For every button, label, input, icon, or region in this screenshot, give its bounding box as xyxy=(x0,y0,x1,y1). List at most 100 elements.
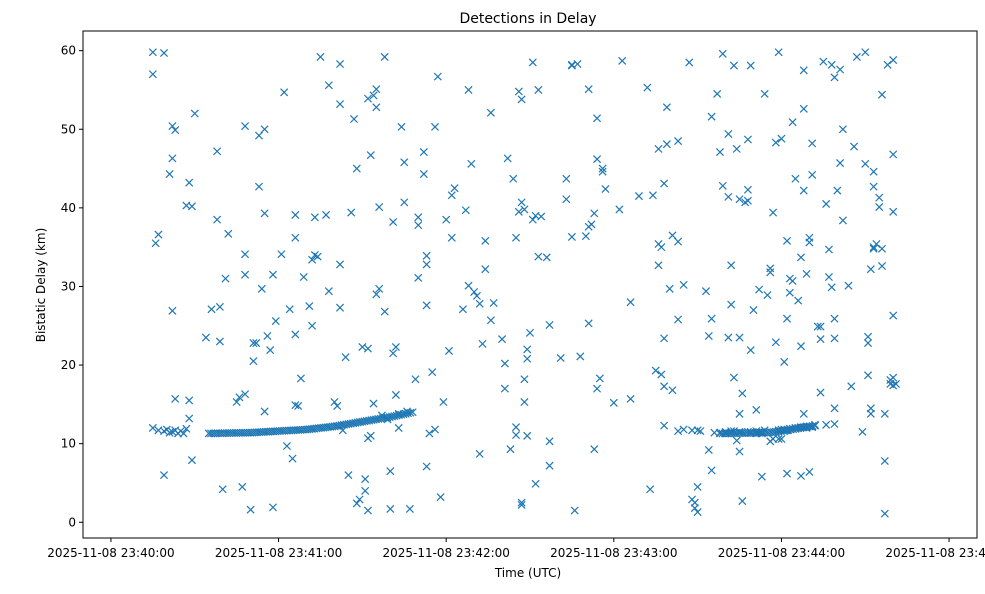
data-point xyxy=(735,447,744,456)
data-point xyxy=(179,429,188,438)
data-point xyxy=(260,125,269,134)
data-point xyxy=(713,89,722,98)
data-point xyxy=(542,253,551,262)
data-point xyxy=(570,506,579,515)
data-point xyxy=(866,265,875,274)
data-point xyxy=(875,203,884,212)
data-point xyxy=(718,181,727,190)
data-point xyxy=(444,346,454,355)
data-point xyxy=(743,196,752,205)
data-point xyxy=(791,174,800,183)
data-point xyxy=(877,244,887,253)
data-point xyxy=(794,296,803,305)
x-tick-label: 2025-11-08 23:41:00 xyxy=(215,546,342,560)
data-point xyxy=(447,233,456,242)
data-point xyxy=(743,135,752,144)
data-point xyxy=(822,420,831,429)
data-point xyxy=(590,445,599,454)
data-point xyxy=(785,288,794,297)
y-tick-label: 0 xyxy=(68,515,76,529)
data-point xyxy=(808,421,817,431)
data-point xyxy=(344,471,353,480)
data-point xyxy=(375,284,384,293)
data-point xyxy=(654,261,663,270)
data-point xyxy=(481,236,490,245)
data-point xyxy=(528,58,537,67)
data-point xyxy=(347,208,356,217)
data-point xyxy=(735,427,744,436)
data-point xyxy=(257,284,266,293)
data-point xyxy=(361,475,370,484)
data-point xyxy=(545,320,554,330)
data-point xyxy=(836,65,845,74)
data-point xyxy=(679,425,688,434)
data-point xyxy=(419,148,428,157)
data-point xyxy=(718,49,727,58)
data-point xyxy=(693,426,702,435)
data-point xyxy=(833,186,842,195)
data-point xyxy=(864,332,873,341)
data-point xyxy=(651,366,660,375)
data-point xyxy=(556,353,565,363)
data-point xyxy=(626,394,635,403)
data-point xyxy=(280,88,289,97)
data-point xyxy=(352,164,361,173)
data-point xyxy=(406,408,415,417)
data-point xyxy=(844,281,853,290)
data-point xyxy=(545,461,554,470)
data-point xyxy=(330,397,339,407)
data-point xyxy=(405,504,414,513)
data-point xyxy=(512,423,521,432)
data-point xyxy=(316,52,325,61)
data-point xyxy=(165,170,174,179)
data-point xyxy=(866,409,875,418)
data-point xyxy=(869,244,878,253)
data-point xyxy=(766,264,775,273)
data-point xyxy=(372,290,381,299)
data-point xyxy=(598,167,607,176)
data-point xyxy=(861,48,870,57)
data-point xyxy=(531,479,540,488)
data-point xyxy=(241,270,250,279)
data-point xyxy=(749,306,758,315)
data-point xyxy=(788,118,797,127)
data-point xyxy=(668,386,677,395)
data-point xyxy=(288,454,297,463)
data-point xyxy=(595,374,604,383)
data-point xyxy=(662,103,671,112)
data-point xyxy=(771,338,780,347)
data-point xyxy=(458,305,467,314)
data-point xyxy=(674,315,683,324)
data-point xyxy=(690,498,699,507)
data-point xyxy=(322,210,331,219)
data-point xyxy=(442,215,451,224)
data-point xyxy=(472,291,481,300)
data-point xyxy=(852,52,861,61)
data-point xyxy=(660,334,669,343)
data-point xyxy=(414,221,423,230)
data-point xyxy=(704,331,713,341)
data-point xyxy=(475,299,484,308)
data-point xyxy=(704,445,713,454)
data-point xyxy=(336,260,345,269)
data-point xyxy=(486,108,495,117)
data-point xyxy=(796,253,806,262)
data-point xyxy=(430,122,440,131)
data-point xyxy=(213,215,222,224)
data-point xyxy=(724,333,733,342)
data-point xyxy=(805,467,814,476)
data-point xyxy=(246,505,255,514)
data-point xyxy=(598,164,607,173)
data-point xyxy=(880,509,889,518)
data-point xyxy=(724,129,733,138)
data-point xyxy=(858,427,867,436)
data-point xyxy=(380,307,389,316)
data-point xyxy=(562,174,571,183)
data-point xyxy=(732,144,741,153)
x-tick-label: 2025-11-08 23:40:00 xyxy=(47,546,174,560)
data-point xyxy=(336,59,345,69)
data-point xyxy=(215,337,224,346)
data-point xyxy=(724,192,733,201)
data-point xyxy=(830,404,839,413)
